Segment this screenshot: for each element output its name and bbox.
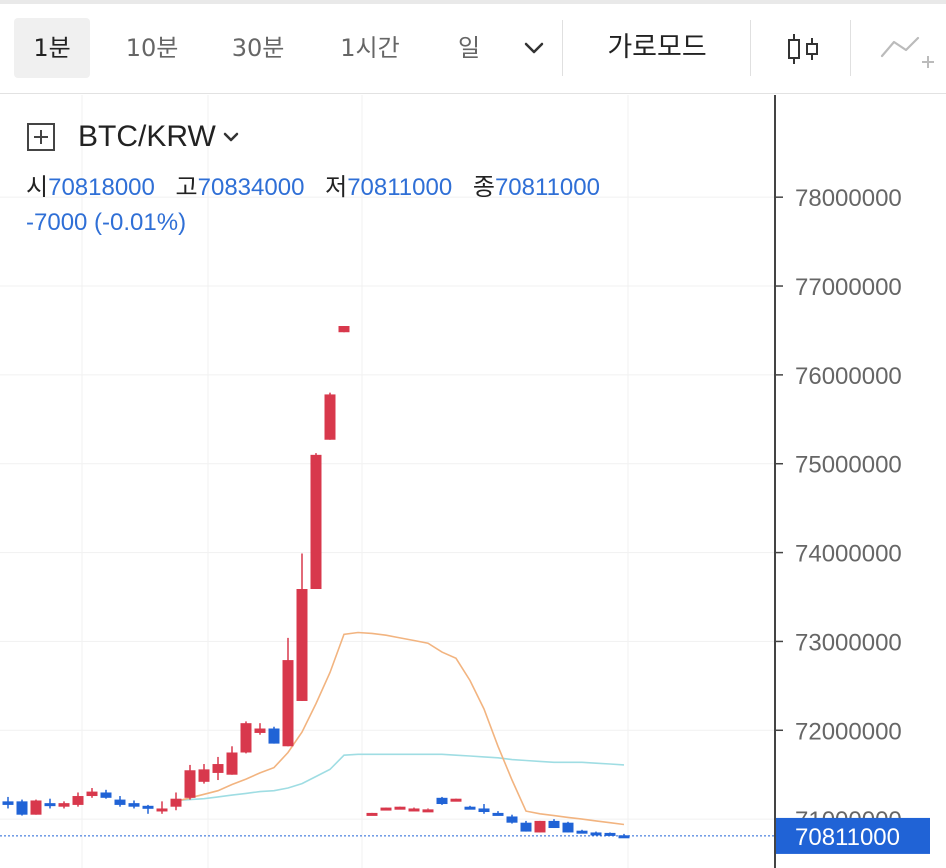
price-tick-label: 78000000 (795, 185, 902, 212)
candle-body (254, 728, 266, 733)
ma-long-line (175, 631, 625, 826)
interval-1hour-button[interactable]: 1시간 (340, 34, 400, 62)
indicator-icon[interactable] (876, 18, 938, 78)
candle-body (170, 798, 182, 807)
last-price-label: 70811000 (795, 824, 900, 851)
candle-body (562, 822, 574, 833)
close-value: 70811000 (494, 174, 600, 201)
candle-body (408, 808, 420, 812)
interval-1min-button[interactable]: 1분 (14, 18, 90, 78)
candle-body (72, 796, 84, 805)
candle-body (184, 770, 196, 798)
candle-body (450, 798, 462, 802)
toolbar-divider (750, 20, 751, 76)
candle-body (506, 816, 518, 823)
toolbar-divider (850, 20, 851, 76)
ohlc-values: 시70818000 고70834000 저70811000 종70811000 (26, 167, 746, 201)
add-indicator-icon[interactable] (26, 122, 56, 152)
candle-body (576, 830, 588, 834)
price-change: -7000 (-0.01%) (26, 209, 187, 236)
candle-body (100, 792, 112, 798)
candle-body (86, 791, 98, 797)
price-tick-label: 74000000 (795, 541, 902, 568)
high-label: 고 (175, 174, 198, 201)
candle-body (436, 797, 448, 805)
candle-body (240, 723, 252, 753)
low-value: 70811000 (347, 174, 453, 201)
candle-body (366, 812, 378, 816)
candle-body (422, 809, 434, 813)
candle-body (548, 820, 560, 829)
landscape-mode-button[interactable]: 가로모드 (607, 32, 707, 63)
candle-body (156, 808, 168, 812)
chart-legend: BTC/KRW 시70818000 고70834000 저70811000 종7… (26, 119, 746, 239)
high-value: 70834000 (197, 174, 305, 201)
candle-body (464, 806, 476, 810)
symbol-name[interactable]: BTC/KRW (78, 120, 216, 153)
candle-body (492, 812, 504, 816)
candle-body (324, 394, 336, 440)
toolbar-divider (562, 20, 563, 76)
candle-body (44, 803, 56, 807)
interval-day-button[interactable]: 일 (457, 34, 481, 62)
candle-body (198, 769, 210, 782)
candle-body (310, 454, 322, 590)
price-tick-label: 72000000 (795, 718, 902, 745)
chart-grid (0, 95, 775, 868)
price-axis: 7100000072000000730000007400000075000000… (774, 95, 930, 868)
candle-body (296, 589, 308, 701)
candle-body (128, 803, 140, 807)
interval-30min-button[interactable]: 30분 (231, 34, 285, 62)
ma-short-line (175, 753, 625, 802)
chart-area[interactable]: 7100000072000000730000007400000075000000… (0, 95, 946, 868)
candle-body (142, 805, 154, 809)
close-label: 종 (472, 174, 495, 201)
last-price-badge (776, 817, 930, 854)
candle-body (16, 801, 28, 815)
candlestick-chart[interactable]: 7100000072000000730000007400000075000000… (0, 95, 946, 868)
candlestick-icon[interactable] (776, 18, 832, 78)
status-strip (0, 0, 946, 4)
chevron-down-icon[interactable] (220, 126, 242, 148)
candle-body (380, 807, 392, 811)
candle-body (604, 832, 616, 836)
candle-body (478, 808, 490, 813)
candles (0, 326, 775, 839)
price-tick-label: 76000000 (795, 363, 902, 390)
candle-body (590, 832, 602, 836)
candle-body (114, 799, 126, 805)
chart-toolbar: 1분 10분 30분 1시간 일 가로모드 (0, 4, 946, 94)
moving-averages (175, 631, 625, 826)
interval-10min-button[interactable]: 10분 (125, 34, 179, 62)
open-label: 시 (26, 174, 49, 201)
chevron-down-icon[interactable] (514, 18, 554, 78)
candle-body (30, 800, 42, 815)
price-tick-label: 73000000 (795, 629, 902, 656)
candle-body (520, 822, 532, 832)
candle-body (618, 835, 630, 839)
candle-body (226, 752, 238, 775)
candle-body (58, 803, 70, 807)
candle-body (534, 820, 546, 833)
low-label: 저 (325, 174, 348, 201)
candle-body (394, 806, 406, 810)
price-tick-label: 75000000 (795, 452, 902, 479)
candle-body (282, 660, 294, 747)
candle-body (338, 326, 350, 333)
candle-body (268, 728, 280, 744)
candle-body (212, 764, 224, 773)
open-value: 70818000 (48, 174, 155, 201)
candle-body (2, 801, 14, 805)
price-tick-label: 77000000 (795, 274, 902, 301)
